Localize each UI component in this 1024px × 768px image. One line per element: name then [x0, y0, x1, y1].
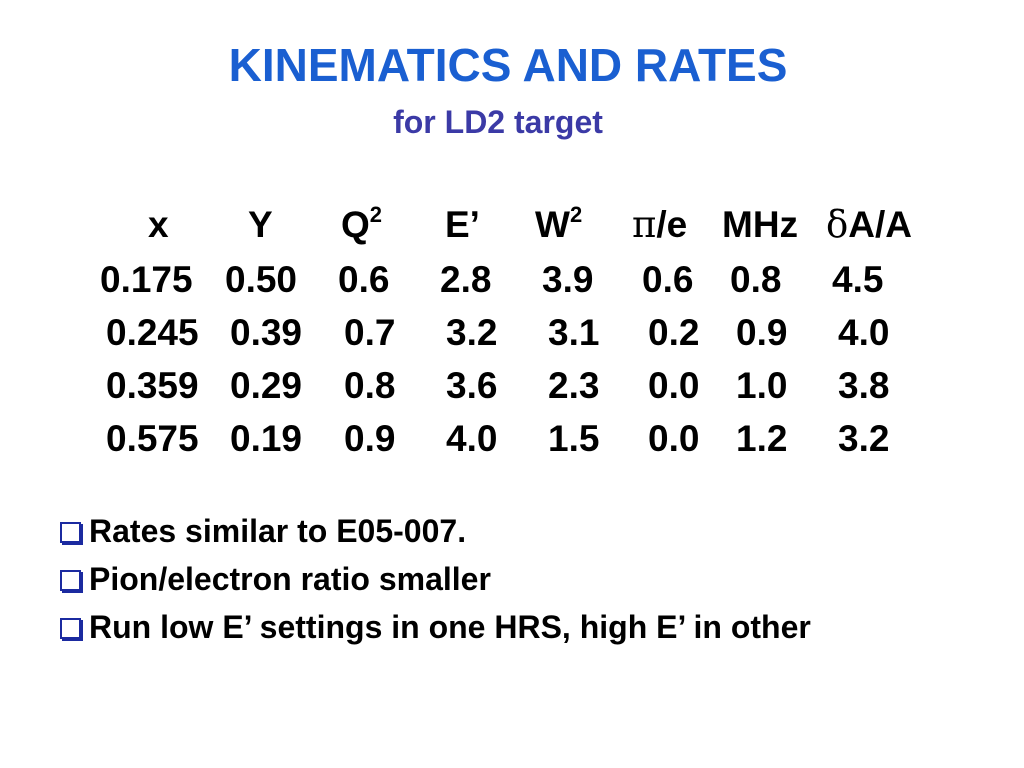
- cell-w2: 3.9: [542, 259, 594, 300]
- cell-pi-e: 0.2: [648, 312, 700, 353]
- bullet-list: Rates similar to E05-007. Pion/electron …: [60, 507, 811, 651]
- header-w2-sup: 2: [569, 202, 583, 227]
- cell-e-prime: 2.8: [440, 259, 492, 300]
- header-delta-a-rest: A/A: [848, 204, 913, 245]
- checkbox-bullet-icon: [60, 617, 81, 639]
- cell-pi-e: 0.6: [642, 259, 694, 300]
- slide-subtitle: for LD2 target: [393, 104, 603, 140]
- cell-pi-e: 0.0: [648, 365, 700, 406]
- header-x: x: [148, 204, 169, 245]
- bullet-item: Pion/electron ratio smaller: [60, 555, 811, 603]
- bullet-item: Rates similar to E05-007.: [60, 507, 811, 555]
- header-w2-base: W: [535, 204, 570, 245]
- cell-w2: 1.5: [548, 418, 600, 459]
- bullet-item: Run low E’ settings in one HRS, high E’ …: [60, 603, 811, 651]
- cell-w2: 3.1: [548, 312, 600, 353]
- cell-w2: 2.3: [548, 365, 600, 406]
- cell-y: 0.29: [230, 365, 303, 406]
- header-q2: Q2: [341, 204, 382, 245]
- cell-pi-e: 0.0: [648, 418, 700, 459]
- cell-mhz: 0.8: [730, 259, 782, 300]
- cell-q2: 0.6: [338, 259, 390, 300]
- cell-delta-a: 3.2: [838, 418, 890, 459]
- cell-y: 0.39: [230, 312, 303, 353]
- cell-x: 0.359: [106, 365, 199, 406]
- cell-x: 0.245: [106, 312, 199, 353]
- header-pi-e-rest: /e: [656, 204, 688, 245]
- bullet-text: Pion/electron ratio smaller: [89, 560, 491, 597]
- header-q2-base: Q: [341, 204, 370, 245]
- cell-mhz: 1.2: [736, 418, 788, 459]
- cell-e-prime: 3.6: [446, 365, 498, 406]
- pi-symbol: π: [632, 203, 657, 246]
- cell-x: 0.175: [100, 259, 193, 300]
- checkbox-bullet-icon: [60, 569, 81, 591]
- cell-x: 0.575: [106, 418, 199, 459]
- cell-delta-a: 4.0: [838, 312, 890, 353]
- header-pi-e: π/e: [632, 206, 687, 243]
- cell-e-prime: 3.2: [446, 312, 498, 353]
- cell-q2: 0.9: [344, 418, 396, 459]
- bullet-text: Rates similar to E05-007.: [89, 512, 467, 549]
- cell-y: 0.19: [230, 418, 303, 459]
- header-delta-a: δA/A: [826, 206, 912, 243]
- slide-title: KINEMATICS AND RATES: [228, 39, 788, 91]
- cell-q2: 0.7: [344, 312, 396, 353]
- cell-mhz: 1.0: [736, 365, 788, 406]
- header-y: Y: [248, 204, 273, 245]
- cell-delta-a: 3.8: [838, 365, 890, 406]
- header-q2-sup: 2: [369, 202, 383, 227]
- delta-symbol: δ: [826, 203, 849, 246]
- cell-y: 0.50: [225, 259, 298, 300]
- header-w2: W2: [535, 204, 582, 245]
- cell-delta-a: 4.5: [832, 259, 884, 300]
- header-mhz: MHz: [722, 204, 799, 245]
- checkbox-bullet-icon: [60, 521, 81, 543]
- cell-mhz: 0.9: [736, 312, 788, 353]
- cell-q2: 0.8: [344, 365, 396, 406]
- header-e-prime: E’: [445, 204, 480, 245]
- cell-e-prime: 4.0: [446, 418, 498, 459]
- bullet-text: Run low E’ settings in one HRS, high E’ …: [89, 608, 811, 645]
